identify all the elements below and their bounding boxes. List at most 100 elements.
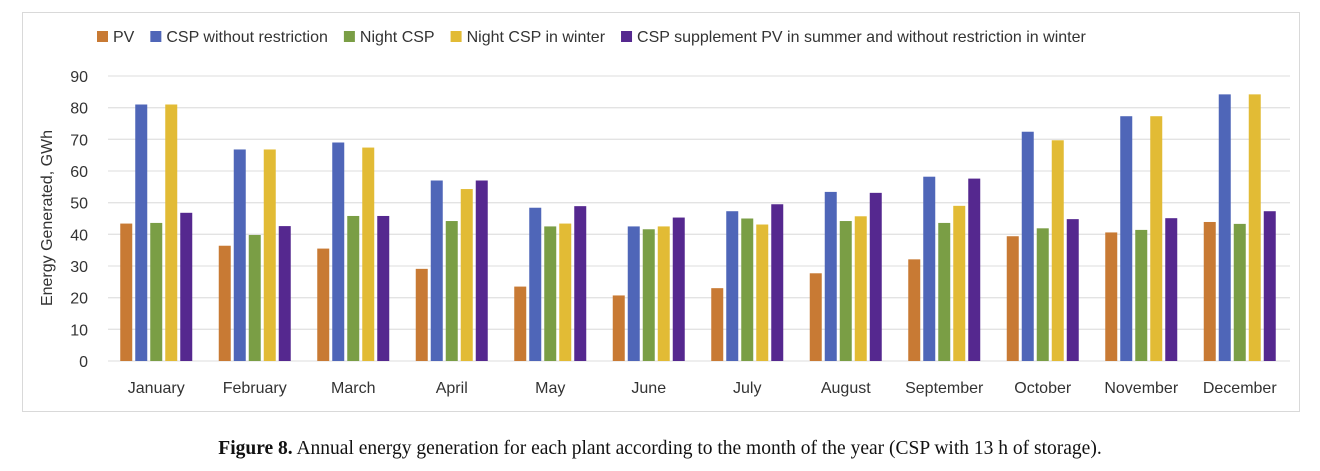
y-tick-label: 60 (70, 164, 88, 181)
bar-csp-supplement-pv-in-summer-and-without-restriction-in-winter-december (1263, 211, 1276, 361)
y-tick-label: 30 (70, 259, 88, 276)
legend-item: CSP supplement PV in summer and without … (621, 29, 1086, 46)
bar-night-csp-december (1233, 223, 1246, 361)
bar-night-csp-april (445, 221, 458, 361)
bar-night-csp-in-winter-march (362, 147, 375, 361)
legend-swatch (150, 31, 162, 42)
bar-pv-august (809, 273, 822, 361)
legend-swatch (450, 31, 462, 42)
y-tick-label: 10 (70, 322, 88, 339)
bar-night-csp-in-winter-december (1248, 94, 1261, 361)
bar-chart: 0 10 20 30 40 50 60 70 80 90 Energy Generated, GW… (39, 29, 1290, 397)
x-tick-label: March (331, 380, 375, 397)
bar-csp-without-restriction-february (233, 149, 246, 361)
bar-pv-november (1105, 232, 1118, 361)
bar-night-csp-november (1135, 229, 1148, 361)
caption-label: Figure 8. (218, 438, 293, 459)
bar-night-csp-october (1036, 228, 1049, 361)
y-tick-label: 20 (70, 291, 88, 308)
bar-night-csp-in-winter-september (953, 205, 966, 361)
bar-night-csp-in-winter-november (1150, 116, 1163, 361)
bar-pv-september (908, 259, 921, 361)
bar-night-csp-may (544, 226, 557, 361)
y-tick-label: 40 (70, 227, 88, 244)
bar-csp-without-restriction-october (1021, 131, 1034, 361)
x-tick-label: August (821, 380, 871, 397)
bar-csp-without-restriction-november (1120, 116, 1133, 361)
bar-night-csp-in-winter-october (1051, 140, 1064, 361)
bar-night-csp-in-winter-june (657, 226, 670, 361)
gridlines (108, 75, 1290, 362)
bar-csp-without-restriction-march (332, 142, 345, 361)
bar-csp-without-restriction-december (1218, 94, 1231, 361)
bar-csp-without-restriction-may (529, 207, 542, 361)
x-tick-label: January (128, 380, 185, 397)
bar-night-csp-june (642, 229, 655, 361)
caption-text: Annual energy generation for each plant … (292, 438, 1102, 459)
bar-pv-march (317, 248, 330, 361)
y-tick-label: 50 (70, 196, 88, 213)
bar-pv-january (120, 223, 133, 361)
legend-swatch (621, 31, 633, 42)
bar-night-csp-in-winter-january (165, 104, 178, 361)
bar-pv-june (612, 295, 625, 361)
bar-night-csp-march (347, 215, 360, 361)
x-tick-label: December (1203, 380, 1277, 397)
legend-label: Night CSP (360, 29, 435, 46)
bar-pv-july (711, 288, 724, 361)
bar-pv-october (1006, 236, 1019, 361)
figure-caption: Figure 8. Annual energy generation for e… (0, 438, 1320, 460)
bar-csp-supplement-pv-in-summer-and-without-restriction-in-winter-may (574, 206, 587, 361)
bar-csp-supplement-pv-in-summer-and-without-restriction-in-winter-march (377, 215, 390, 361)
bar-csp-without-restriction-january (135, 104, 148, 361)
legend-item: Night CSP (343, 29, 435, 46)
legend-swatch (97, 31, 108, 42)
bar-csp-supplement-pv-in-summer-and-without-restriction-in-winter-november (1165, 218, 1178, 361)
x-tick-label: May (535, 380, 565, 397)
x-tick-label: February (223, 380, 287, 397)
bar-night-csp-august (839, 221, 852, 361)
legend-item: CSP without restriction (150, 29, 328, 46)
x-tick-label: April (436, 380, 468, 397)
bar-csp-without-restriction-april (430, 180, 443, 361)
bar-csp-supplement-pv-in-summer-and-without-restriction-in-winter-october (1066, 219, 1079, 361)
x-tick-label: October (1014, 380, 1072, 397)
bar-csp-without-restriction-august (824, 191, 837, 361)
bar-night-csp-february (248, 234, 261, 361)
x-tick-label: November (1104, 380, 1178, 397)
bar-night-csp-in-winter-february (263, 149, 276, 361)
bar-csp-supplement-pv-in-summer-and-without-restriction-in-winter-january (180, 212, 193, 361)
bar-csp-supplement-pv-in-summer-and-without-restriction-in-winter-april (475, 180, 488, 361)
legend-swatch (343, 31, 355, 42)
legend-label: PV (113, 29, 135, 46)
bar-night-csp-in-winter-july (756, 224, 769, 361)
y-axis-ticks: 0 10 20 30 40 50 60 70 80 90 (70, 69, 88, 371)
x-tick-label: July (733, 380, 761, 397)
y-tick-label: 90 (70, 69, 88, 86)
bar-csp-supplement-pv-in-summer-and-without-restriction-in-winter-june (672, 217, 685, 361)
bar-csp-supplement-pv-in-summer-and-without-restriction-in-winter-july (771, 204, 784, 361)
legend-item: Night CSP in winter (450, 29, 606, 46)
bar-csp-without-restriction-september (923, 176, 936, 361)
bar-night-csp-in-winter-may (559, 223, 572, 361)
legend-label: CSP supplement PV in summer and without … (637, 29, 1086, 46)
bar-night-csp-september (938, 222, 951, 361)
y-tick-label: 0 (79, 354, 88, 371)
bar-night-csp-in-winter-august (854, 216, 867, 361)
y-axis-label: Energy Generated, GWh (39, 130, 56, 306)
bar-csp-supplement-pv-in-summer-and-without-restriction-in-winter-september (968, 178, 981, 361)
legend-label: CSP without restriction (166, 29, 328, 46)
bar-pv-april (415, 268, 428, 361)
x-tick-label: September (905, 380, 984, 397)
legend-label: Night CSP in winter (467, 29, 606, 46)
x-tick-label: June (631, 380, 666, 397)
bar-csp-supplement-pv-in-summer-and-without-restriction-in-winter-february (278, 226, 291, 361)
bar-csp-supplement-pv-in-summer-and-without-restriction-in-winter-august (869, 192, 882, 361)
bar-csp-without-restriction-june (627, 226, 640, 361)
bar-night-csp-in-winter-april (460, 189, 473, 361)
bar-night-csp-january (150, 222, 163, 361)
bar-pv-february (218, 245, 231, 361)
bar-pv-december (1203, 221, 1216, 361)
x-axis-ticks: January February March April May June July Augu… (128, 380, 1278, 397)
legend: PV CSP without restriction Night CSP Night … (97, 29, 1086, 46)
